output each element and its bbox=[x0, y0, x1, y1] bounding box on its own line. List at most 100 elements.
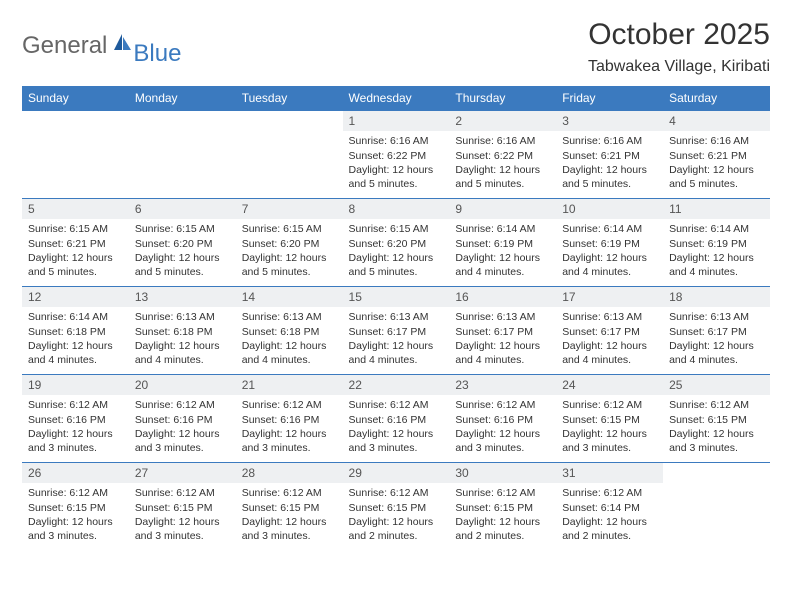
logo: General Blue bbox=[22, 24, 181, 68]
daylight-text: Daylight: 12 hours and 5 minutes. bbox=[455, 163, 550, 191]
calendar-cell bbox=[129, 111, 236, 199]
cell-body: Sunrise: 6:12 AMSunset: 6:15 PMDaylight:… bbox=[663, 395, 770, 461]
daylight-text: Daylight: 12 hours and 3 minutes. bbox=[242, 515, 337, 543]
sunrise-text: Sunrise: 6:12 AM bbox=[28, 398, 123, 412]
cell-body: Sunrise: 6:12 AMSunset: 6:16 PMDaylight:… bbox=[236, 395, 343, 461]
sunset-text: Sunset: 6:18 PM bbox=[28, 325, 123, 339]
sunset-text: Sunset: 6:19 PM bbox=[669, 237, 764, 251]
sunrise-text: Sunrise: 6:12 AM bbox=[669, 398, 764, 412]
daylight-text: Daylight: 12 hours and 3 minutes. bbox=[455, 427, 550, 455]
daylight-text: Daylight: 12 hours and 4 minutes. bbox=[562, 251, 657, 279]
weekday-header: Friday bbox=[556, 86, 663, 111]
day-number: 9 bbox=[449, 199, 556, 219]
calendar-cell: 28Sunrise: 6:12 AMSunset: 6:15 PMDayligh… bbox=[236, 463, 343, 551]
logo-text-general: General bbox=[22, 32, 107, 60]
cell-body: Sunrise: 6:13 AMSunset: 6:18 PMDaylight:… bbox=[129, 307, 236, 373]
cell-body: Sunrise: 6:16 AMSunset: 6:21 PMDaylight:… bbox=[663, 131, 770, 197]
day-number: 7 bbox=[236, 199, 343, 219]
calendar-cell: 30Sunrise: 6:12 AMSunset: 6:15 PMDayligh… bbox=[449, 463, 556, 551]
day-number: 27 bbox=[129, 463, 236, 483]
daylight-text: Daylight: 12 hours and 5 minutes. bbox=[669, 163, 764, 191]
calendar-cell: 22Sunrise: 6:12 AMSunset: 6:16 PMDayligh… bbox=[343, 375, 450, 463]
daylight-text: Daylight: 12 hours and 2 minutes. bbox=[349, 515, 444, 543]
sunrise-text: Sunrise: 6:12 AM bbox=[562, 398, 657, 412]
calendar-cell: 11Sunrise: 6:14 AMSunset: 6:19 PMDayligh… bbox=[663, 199, 770, 287]
sunset-text: Sunset: 6:14 PM bbox=[562, 501, 657, 515]
sunset-text: Sunset: 6:18 PM bbox=[135, 325, 230, 339]
sunrise-text: Sunrise: 6:12 AM bbox=[28, 486, 123, 500]
day-number: 21 bbox=[236, 375, 343, 395]
sunset-text: Sunset: 6:16 PM bbox=[455, 413, 550, 427]
cell-body: Sunrise: 6:13 AMSunset: 6:17 PMDaylight:… bbox=[663, 307, 770, 373]
daylight-text: Daylight: 12 hours and 5 minutes. bbox=[242, 251, 337, 279]
sunset-text: Sunset: 6:19 PM bbox=[455, 237, 550, 251]
weekday-header-row: Sunday Monday Tuesday Wednesday Thursday… bbox=[22, 86, 770, 111]
cell-body: Sunrise: 6:12 AMSunset: 6:15 PMDaylight:… bbox=[449, 483, 556, 549]
calendar-cell: 23Sunrise: 6:12 AMSunset: 6:16 PMDayligh… bbox=[449, 375, 556, 463]
sunrise-text: Sunrise: 6:15 AM bbox=[135, 222, 230, 236]
daylight-text: Daylight: 12 hours and 5 minutes. bbox=[562, 163, 657, 191]
day-number: 4 bbox=[663, 111, 770, 131]
sunrise-text: Sunrise: 6:12 AM bbox=[455, 398, 550, 412]
calendar-cell: 12Sunrise: 6:14 AMSunset: 6:18 PMDayligh… bbox=[22, 287, 129, 375]
logo-text-blue: Blue bbox=[133, 40, 181, 68]
calendar-cell: 21Sunrise: 6:12 AMSunset: 6:16 PMDayligh… bbox=[236, 375, 343, 463]
day-number bbox=[22, 111, 129, 117]
sunrise-text: Sunrise: 6:12 AM bbox=[349, 486, 444, 500]
cell-body: Sunrise: 6:12 AMSunset: 6:15 PMDaylight:… bbox=[129, 483, 236, 549]
sunset-text: Sunset: 6:16 PM bbox=[28, 413, 123, 427]
weekday-header: Monday bbox=[129, 86, 236, 111]
day-number: 17 bbox=[556, 287, 663, 307]
sunrise-text: Sunrise: 6:15 AM bbox=[349, 222, 444, 236]
calendar-cell: 1Sunrise: 6:16 AMSunset: 6:22 PMDaylight… bbox=[343, 111, 450, 199]
day-number: 13 bbox=[129, 287, 236, 307]
calendar-cell: 5Sunrise: 6:15 AMSunset: 6:21 PMDaylight… bbox=[22, 199, 129, 287]
cell-body: Sunrise: 6:13 AMSunset: 6:17 PMDaylight:… bbox=[343, 307, 450, 373]
sunrise-text: Sunrise: 6:16 AM bbox=[669, 134, 764, 148]
calendar-cell: 24Sunrise: 6:12 AMSunset: 6:15 PMDayligh… bbox=[556, 375, 663, 463]
sunset-text: Sunset: 6:16 PM bbox=[349, 413, 444, 427]
day-number: 5 bbox=[22, 199, 129, 219]
calendar-cell: 29Sunrise: 6:12 AMSunset: 6:15 PMDayligh… bbox=[343, 463, 450, 551]
day-number: 19 bbox=[22, 375, 129, 395]
calendar-cell: 13Sunrise: 6:13 AMSunset: 6:18 PMDayligh… bbox=[129, 287, 236, 375]
sunrise-text: Sunrise: 6:14 AM bbox=[669, 222, 764, 236]
cell-body: Sunrise: 6:12 AMSunset: 6:15 PMDaylight:… bbox=[556, 395, 663, 461]
cell-body: Sunrise: 6:14 AMSunset: 6:19 PMDaylight:… bbox=[556, 219, 663, 285]
day-number: 24 bbox=[556, 375, 663, 395]
weekday-header: Saturday bbox=[663, 86, 770, 111]
daylight-text: Daylight: 12 hours and 3 minutes. bbox=[242, 427, 337, 455]
sunrise-text: Sunrise: 6:13 AM bbox=[455, 310, 550, 324]
calendar-cell: 26Sunrise: 6:12 AMSunset: 6:15 PMDayligh… bbox=[22, 463, 129, 551]
daylight-text: Daylight: 12 hours and 3 minutes. bbox=[28, 515, 123, 543]
calendar-week-row: 1Sunrise: 6:16 AMSunset: 6:22 PMDaylight… bbox=[22, 111, 770, 199]
cell-body: Sunrise: 6:15 AMSunset: 6:20 PMDaylight:… bbox=[236, 219, 343, 285]
cell-body: Sunrise: 6:14 AMSunset: 6:18 PMDaylight:… bbox=[22, 307, 129, 373]
sunrise-text: Sunrise: 6:12 AM bbox=[135, 486, 230, 500]
sunset-text: Sunset: 6:21 PM bbox=[28, 237, 123, 251]
sunrise-text: Sunrise: 6:16 AM bbox=[349, 134, 444, 148]
cell-body: Sunrise: 6:16 AMSunset: 6:22 PMDaylight:… bbox=[449, 131, 556, 197]
sunset-text: Sunset: 6:17 PM bbox=[562, 325, 657, 339]
calendar-cell: 31Sunrise: 6:12 AMSunset: 6:14 PMDayligh… bbox=[556, 463, 663, 551]
sunrise-text: Sunrise: 6:12 AM bbox=[349, 398, 444, 412]
sunset-text: Sunset: 6:22 PM bbox=[455, 149, 550, 163]
calendar-page: General Blue October 2025 Tabwakea Villa… bbox=[0, 0, 792, 612]
cell-body: Sunrise: 6:12 AMSunset: 6:15 PMDaylight:… bbox=[236, 483, 343, 549]
sunset-text: Sunset: 6:15 PM bbox=[28, 501, 123, 515]
daylight-text: Daylight: 12 hours and 3 minutes. bbox=[135, 515, 230, 543]
sunset-text: Sunset: 6:20 PM bbox=[242, 237, 337, 251]
daylight-text: Daylight: 12 hours and 3 minutes. bbox=[562, 427, 657, 455]
calendar-week-row: 26Sunrise: 6:12 AMSunset: 6:15 PMDayligh… bbox=[22, 463, 770, 551]
day-number: 1 bbox=[343, 111, 450, 131]
sunset-text: Sunset: 6:15 PM bbox=[349, 501, 444, 515]
day-number bbox=[236, 111, 343, 117]
calendar-cell: 8Sunrise: 6:15 AMSunset: 6:20 PMDaylight… bbox=[343, 199, 450, 287]
day-number: 6 bbox=[129, 199, 236, 219]
cell-body: Sunrise: 6:14 AMSunset: 6:19 PMDaylight:… bbox=[663, 219, 770, 285]
daylight-text: Daylight: 12 hours and 4 minutes. bbox=[242, 339, 337, 367]
sunset-text: Sunset: 6:16 PM bbox=[135, 413, 230, 427]
cell-body: Sunrise: 6:12 AMSunset: 6:16 PMDaylight:… bbox=[129, 395, 236, 461]
sunrise-text: Sunrise: 6:14 AM bbox=[562, 222, 657, 236]
day-number: 15 bbox=[343, 287, 450, 307]
